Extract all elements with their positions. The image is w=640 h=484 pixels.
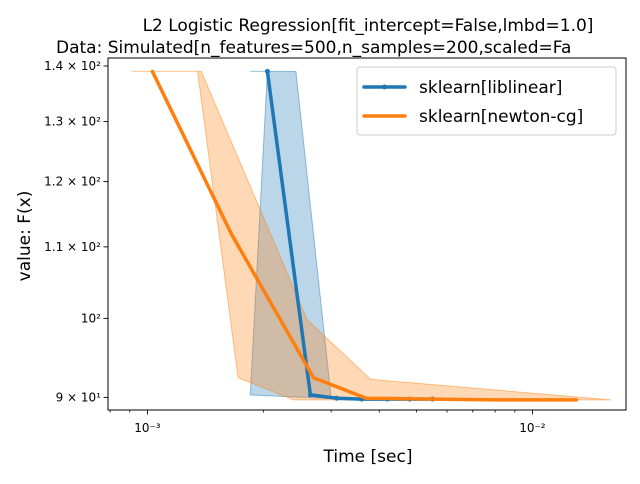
axes: 10⁻³ 10⁻² 9 × 10¹ 10² 1.1 × 10² 1.2 × 10² 1.3 … [44, 57, 627, 435]
y-tick-label: 1.3 × 10² [44, 115, 101, 129]
legend: sklearn[liblinear] sklearn[newton-cg] [356, 66, 617, 136]
data-point-liblinear [307, 392, 313, 398]
legend-label-newton-cg: sklearn[newton-cg] [419, 107, 583, 127]
series-line-newton-cg [150, 69, 579, 402]
legend-box [356, 66, 617, 136]
y-axis-label: value: F(x) [15, 191, 35, 282]
band-newton-cg [131, 70, 612, 401]
series-lines [150, 68, 579, 402]
y-tick-label: 9 × 10¹ [56, 390, 102, 404]
data-point-liblinear [334, 395, 340, 401]
data-point-liblinear [264, 68, 270, 74]
x-axis-label: Time [sec] [323, 447, 413, 467]
chart-title: L2 Logistic Regression[fit_intercept=Fal… [143, 16, 594, 36]
y-tick-label: 1.4 × 10² [44, 59, 101, 73]
plot-frame [107, 57, 627, 411]
legend-marker-liblinear [382, 84, 387, 90]
chart-subtitle: Data: Simulated[n_features=500,n_samples… [56, 38, 571, 58]
x-tick-label: 10⁻² [519, 421, 546, 435]
y-tick-label: 1.2 × 10² [44, 175, 101, 189]
x-tick-label: 10⁻³ [134, 421, 161, 435]
y-tick-label: 1.1 × 10² [44, 240, 101, 254]
y-tick-label: 10² [81, 311, 101, 325]
legend-label-liblinear: sklearn[liblinear] [419, 78, 562, 98]
